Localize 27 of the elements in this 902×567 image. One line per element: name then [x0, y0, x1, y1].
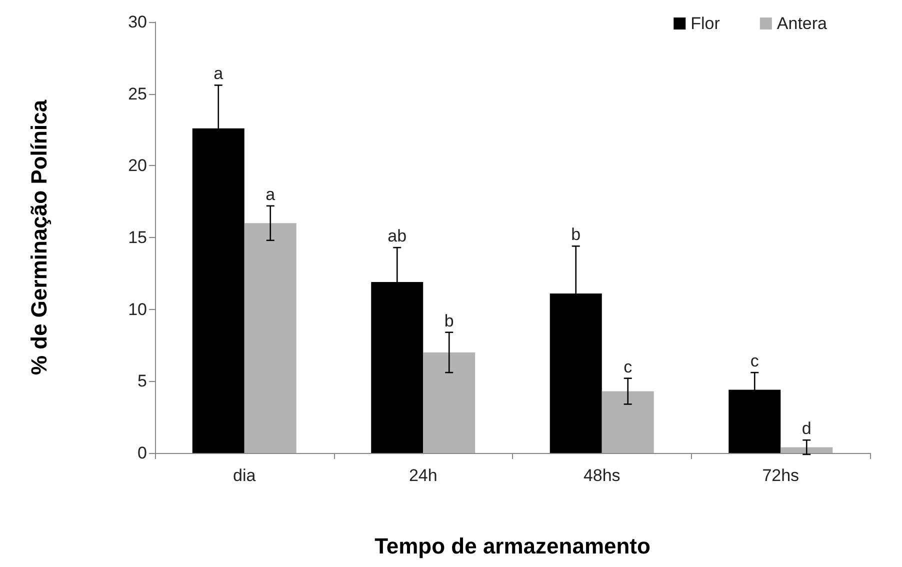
annotation: a — [214, 64, 224, 84]
x-tick-label: 24h — [408, 466, 438, 485]
y-tick-label: 0 — [138, 444, 147, 462]
x-tick-label: 72hs — [762, 466, 800, 485]
x-axis-title: Tempo de armazenamento — [374, 534, 650, 558]
annotation: c — [624, 357, 633, 376]
y-tick-label: 15 — [128, 228, 147, 247]
bar — [602, 391, 654, 453]
x-tick-label: dia — [233, 466, 256, 485]
y-tick-label: 10 — [128, 300, 147, 319]
annotation: a — [266, 184, 276, 204]
annotation: c — [750, 352, 760, 371]
y-tick-label: 20 — [128, 156, 147, 176]
annotation: b — [444, 311, 454, 330]
y-axis-title: % de Germinação Polínica — [26, 99, 52, 376]
y-tick-label: 30 — [128, 12, 147, 32]
bar — [423, 352, 476, 453]
legend-label: Antera — [776, 14, 828, 33]
y-tick-label: 5 — [138, 372, 147, 391]
bar — [244, 223, 296, 453]
legend-label: Flor — [690, 14, 720, 33]
annotation: b — [571, 225, 581, 244]
x-tick-label: 48hs — [583, 466, 620, 485]
annotation: ab — [388, 226, 407, 246]
y-tick-label: 25 — [128, 84, 147, 104]
annotation: d — [802, 419, 812, 438]
bar — [780, 447, 833, 453]
